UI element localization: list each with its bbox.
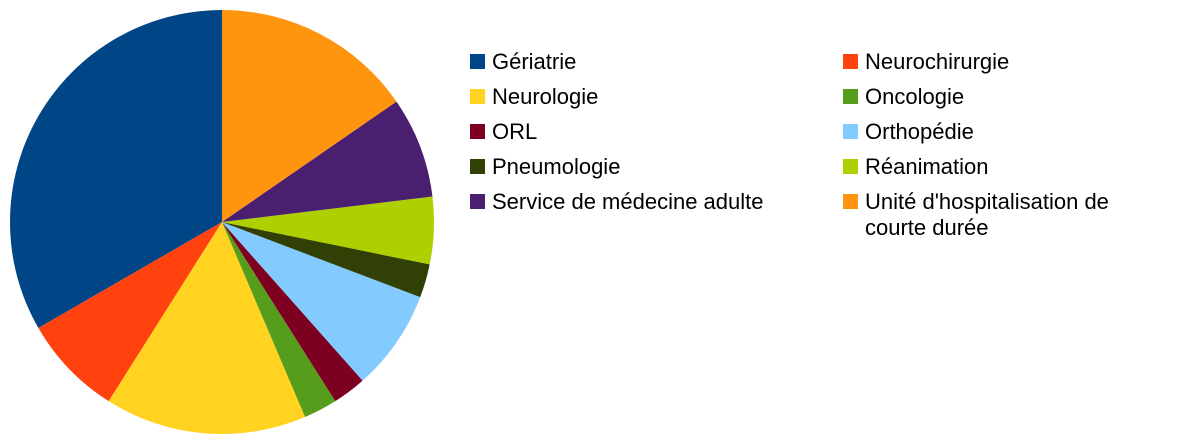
legend-entry: Réanimation: [843, 154, 1143, 180]
legend-label: Service de médecine adulte: [492, 189, 764, 214]
legend-label: Neurochirurgie: [865, 49, 1010, 74]
pie-slice: [9, 10, 223, 328]
legend-swatch: [470, 159, 485, 174]
legend-label: Neurologie: [492, 84, 599, 109]
legend-label: Oncologie: [865, 84, 965, 109]
legend-swatch: [843, 89, 858, 104]
pie-slice: [222, 196, 435, 265]
pie-slice: [108, 222, 306, 434]
legend-label: Unité d'hospitalisation de courte durée: [865, 189, 1109, 240]
legend-swatch: [843, 194, 858, 209]
legend-entry: Orthopédie: [843, 119, 1143, 145]
legend-swatch: [843, 54, 858, 69]
pie-slice: [222, 222, 430, 298]
legend-label: ORL: [492, 119, 538, 144]
legend-swatch: [843, 124, 858, 139]
legend-entry: Service de médecine adulte: [470, 189, 840, 215]
legend-entry: Unité d'hospitalisation de courte durée: [843, 189, 1143, 241]
pie-slice: [222, 101, 433, 222]
legend-swatch: [470, 194, 485, 209]
legend-label: Pneumologie: [492, 154, 621, 179]
legend-label: Réanimation: [865, 154, 989, 179]
legend-entry: Oncologie: [843, 84, 1143, 110]
legend-entry: Neurochirurgie: [843, 49, 1143, 75]
pie-slice: [38, 222, 222, 402]
legend-entry: Gériatrie: [470, 49, 840, 75]
legend-swatch: [470, 54, 485, 69]
pie-slice: [222, 222, 363, 402]
legend-entry: Pneumologie: [470, 154, 840, 180]
legend-swatch: [470, 89, 485, 104]
legend-label: Gériatrie: [492, 49, 577, 74]
legend-swatch: [470, 124, 485, 139]
pie-slice: [222, 10, 397, 222]
legend-entry: Neurologie: [470, 84, 840, 110]
chart: [9, 10, 435, 434]
legend-label: Orthopédie: [865, 119, 974, 144]
legend-entry: ORL: [470, 119, 840, 145]
pie-slice: [222, 222, 336, 418]
legend-swatch: [843, 159, 858, 174]
pie-slice: [222, 222, 421, 381]
